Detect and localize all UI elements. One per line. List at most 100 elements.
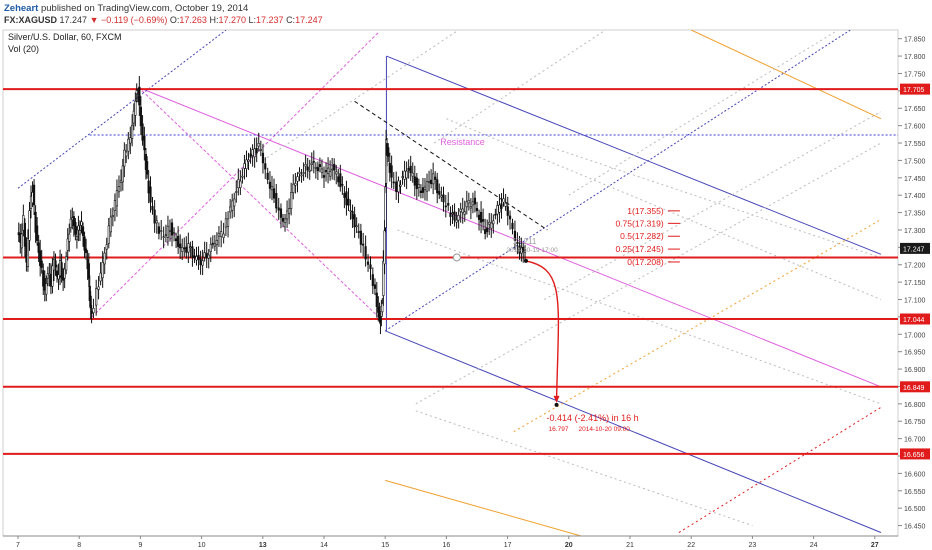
candle-body [185,246,188,253]
candle-body [164,234,168,236]
candle-body [87,263,90,279]
candle-body [28,210,31,241]
candle-body [469,206,472,209]
candle-body [471,201,475,206]
low-label: L: [248,15,257,25]
candle-body [359,230,362,245]
blue-channel-lower-line [385,330,882,533]
candle-body [217,232,221,237]
candle-body [383,230,386,265]
y-axis-tick-label: 16.450 [904,524,926,531]
high-value: 17.270 [218,15,246,25]
candle-body [453,211,456,221]
gray-dotted-4-line [544,111,882,300]
close-label: C: [286,15,296,25]
candle-body [272,188,276,199]
candle-body [339,173,342,188]
candle-body [34,211,37,233]
candle-body [207,254,210,259]
y-axis-tick-label: 17.200 [904,263,926,270]
gray-dotted-3-line [568,30,839,196]
candle-body [502,198,505,203]
candle-body [253,148,256,158]
candle-body [351,211,354,220]
candle-body [463,211,466,215]
publish-header: Zeheart published on TradingView.com, Oc… [4,3,248,14]
x-axis-tick-label: 23 [749,542,757,549]
candle-body [405,170,408,179]
candle-body [331,168,334,171]
candle-body [511,222,514,230]
gray-dotted-1-line [262,30,459,161]
orange-dotted-up-line [513,219,882,433]
volume-indicator-label[interactable]: Vol (20) [8,44,40,54]
candle-body [139,106,142,127]
candle-body [72,216,75,227]
projection-price: 16.797 [549,426,569,433]
candle-body [268,181,272,189]
candle-body [417,184,420,188]
candle-body [473,197,477,205]
candle-body [506,206,509,216]
candle-body [504,202,507,207]
candle-body [255,147,258,154]
candle-body [403,170,406,180]
candle-body [318,164,322,168]
candle-body [322,175,326,178]
candle-body [181,247,184,252]
x-axis-tick-label: 10 [198,542,206,549]
candle-body [447,203,450,206]
candle-body [326,167,330,174]
projection-start-dot [523,258,528,263]
candle-body [119,180,123,183]
candle-body [451,212,454,214]
candle-body [179,243,182,249]
candle-body [399,184,402,187]
orange-line-bottom-line [385,479,582,536]
candle-body [226,218,230,227]
candle-body [74,222,77,235]
candle-body [113,200,116,211]
candle-body [488,221,491,225]
candle-body [484,229,487,234]
x-axis-tick-label: 14 [320,542,328,549]
support-price-tag-label: 17.705 [903,87,925,94]
candle-body [46,273,49,279]
candle-body [160,230,163,232]
candle-body [395,181,398,192]
candle-body [134,100,137,116]
projection-arc [525,260,560,401]
candle-body [95,288,98,306]
candle-body [345,191,348,206]
candle-body [290,192,293,209]
candle-body [57,274,60,280]
candle-body [99,272,102,282]
candle-body [375,292,378,307]
candle-body [494,213,497,216]
candle-body [373,284,377,289]
candle-body [364,246,367,260]
candle-body [75,236,79,241]
black-dashed-trend-line [354,100,548,231]
candle-body [490,222,493,229]
candle-body [440,195,443,198]
candle-body [117,186,121,193]
current-price-tag [900,242,930,254]
candle-body [421,187,425,193]
open-label: O: [169,15,180,25]
y-axis-tick-label: 17.450 [904,176,926,183]
candle-body [407,168,410,171]
candle-body [237,179,240,189]
fib-level-label: 0(17.208) [627,257,664,267]
candle-body [197,254,200,260]
close-value: 17.247 [295,15,323,25]
candle-body [220,231,223,237]
candle-body [121,165,124,183]
blue-dotted-median-line [384,30,851,332]
author-link[interactable]: Zeheart [4,3,39,14]
candle-body [101,261,104,279]
candle-body [465,201,468,208]
candle-body [270,186,274,191]
candle-body [89,295,92,309]
